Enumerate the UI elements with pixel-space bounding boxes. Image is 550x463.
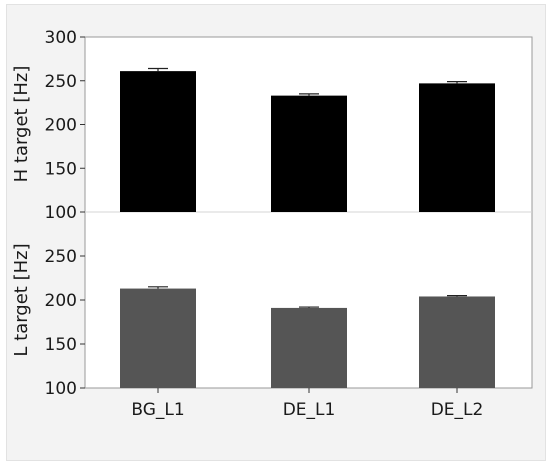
- bottom-bars: [120, 286, 495, 388]
- top-y-axis-title: H target [Hz]: [11, 66, 32, 183]
- x-axis-categories: BG_L1 DE_L1 DE_L2: [131, 388, 483, 420]
- x-category-label: DE_L1: [283, 400, 336, 420]
- x-category-label: DE_L2: [431, 400, 484, 420]
- top-bar-de-l2: [419, 83, 495, 212]
- bottom-y-tick-label: 150: [45, 335, 77, 355]
- top-y-axis: 100 150 200 250 300: [45, 28, 85, 223]
- bottom-y-axis-title: L target [Hz]: [11, 243, 32, 356]
- x-category-label: BG_L1: [131, 400, 184, 420]
- top-y-tick-label: 150: [45, 159, 77, 179]
- bottom-y-axis: 100 150 200 250: [45, 247, 85, 399]
- top-y-tick-label: 300: [45, 28, 77, 48]
- top-bar-de-l1: [271, 95, 347, 212]
- top-y-tick-label: 100: [45, 203, 77, 223]
- top-bar-bg-l1: [120, 71, 196, 212]
- bottom-y-tick-label: 250: [45, 247, 77, 267]
- bottom-y-tick-label: 100: [45, 379, 77, 399]
- bottom-y-tick-label: 200: [45, 291, 77, 311]
- bottom-bar-de-l1: [271, 307, 347, 388]
- top-y-tick-label: 200: [45, 116, 77, 136]
- bottom-bar-bg-l1: [120, 288, 196, 388]
- top-bars: [120, 67, 495, 212]
- top-y-tick-label: 250: [45, 72, 77, 92]
- bottom-bar-de-l2: [419, 296, 495, 388]
